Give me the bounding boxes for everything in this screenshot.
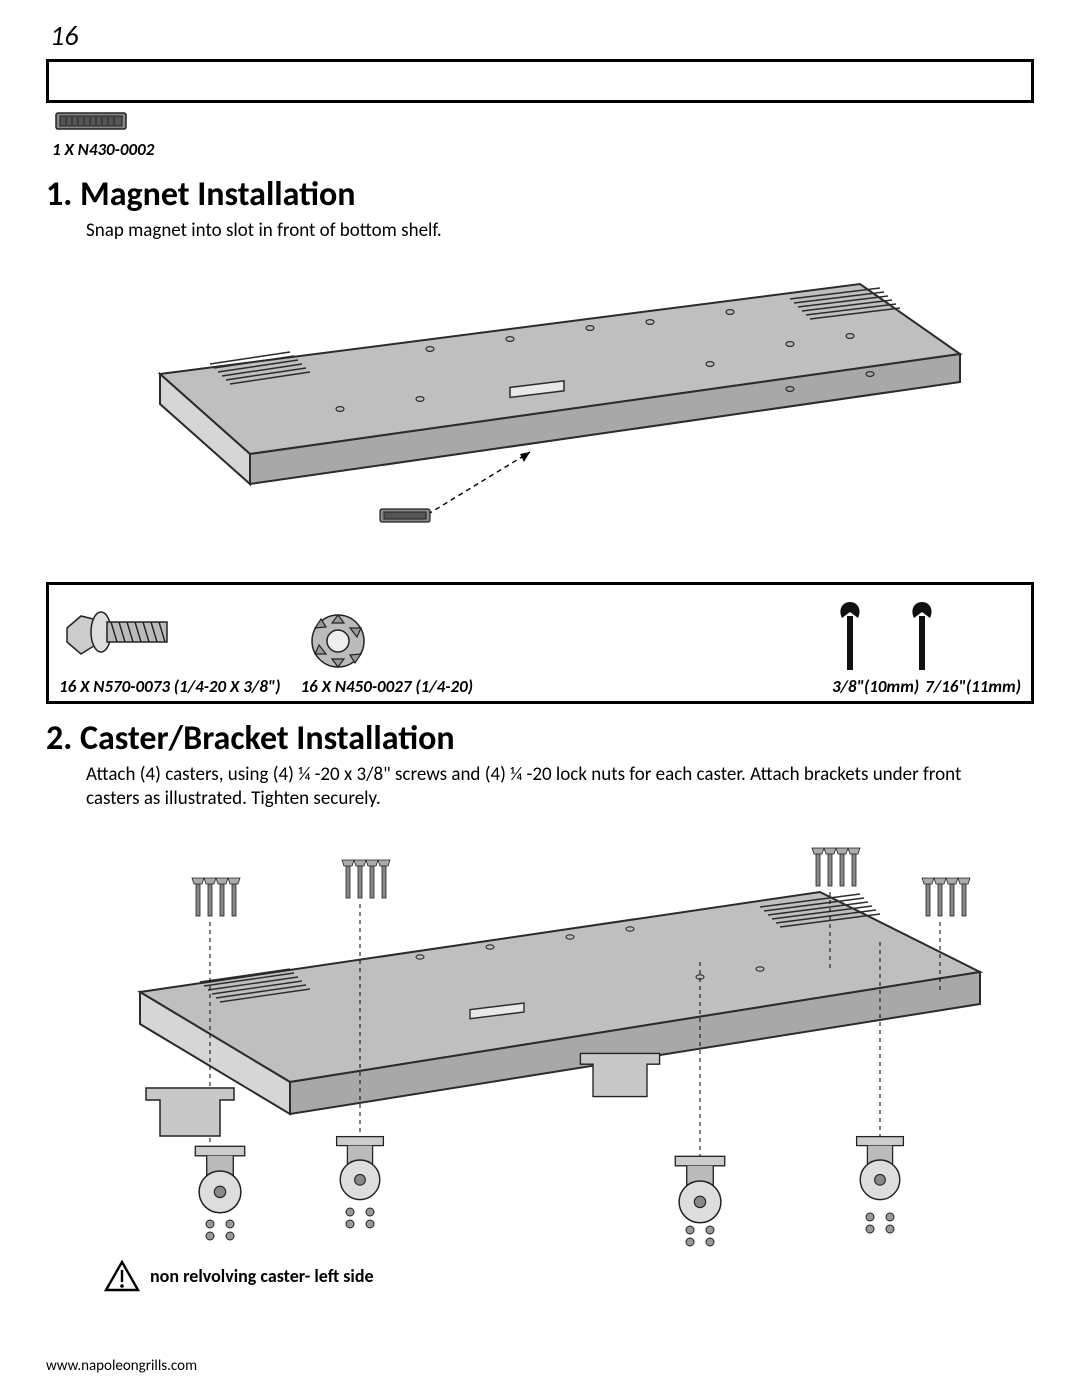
part-label: 1 X N430-0002 <box>52 139 154 160</box>
section-1-title: 1. Magnet Installation <box>46 174 1034 215</box>
section-2-text: Attach (4) casters, using (4) ¼ -20 x 3/… <box>86 763 994 812</box>
part-label: 16 X N450-0027 (1/4-20) <box>301 676 473 697</box>
warning-text: non relvolving caster- left side <box>150 1265 374 1287</box>
tool-label: 3/8"(10mm) <box>832 676 919 697</box>
bolt-icon <box>59 610 179 672</box>
section-1-text: Snap magnet into slot in front of bottom… <box>86 219 994 244</box>
part-label: 16 X N570-0073 (1/4-20 X 3/8") <box>59 676 281 697</box>
diagram-caster-install <box>46 822 1034 1252</box>
magnet-icon <box>52 105 130 135</box>
page-number: 16 <box>50 18 1034 53</box>
wrench-icon <box>832 596 876 676</box>
section-2-title: 2. Caster/Bracket Installation <box>46 718 1034 759</box>
diagram-magnet-install <box>46 244 1034 544</box>
tools-group: 3/8"(10mm) 7/16"(11mm) <box>832 596 1021 697</box>
locknut-icon <box>301 610 375 672</box>
parts-box-2-top <box>46 582 1034 596</box>
part-item: 16 X N570-0073 (1/4-20 X 3/8") <box>59 610 281 697</box>
wrench-icon <box>904 596 948 676</box>
warning-icon <box>104 1260 140 1292</box>
part-item: 1 X N430-0002 <box>52 105 154 160</box>
footer-url: www.napoleongrills.com <box>46 1357 197 1375</box>
part-item: 16 X N450-0027 (1/4-20) <box>301 610 473 697</box>
warning-row: non relvolving caster- left side <box>104 1260 1034 1292</box>
tool-label: 7/16"(11mm) <box>925 676 1021 697</box>
parts-box-2: 16 X N570-0073 (1/4-20 X 3/8") 16 X N450… <box>46 596 1034 704</box>
parts-box-1 <box>46 59 1034 103</box>
